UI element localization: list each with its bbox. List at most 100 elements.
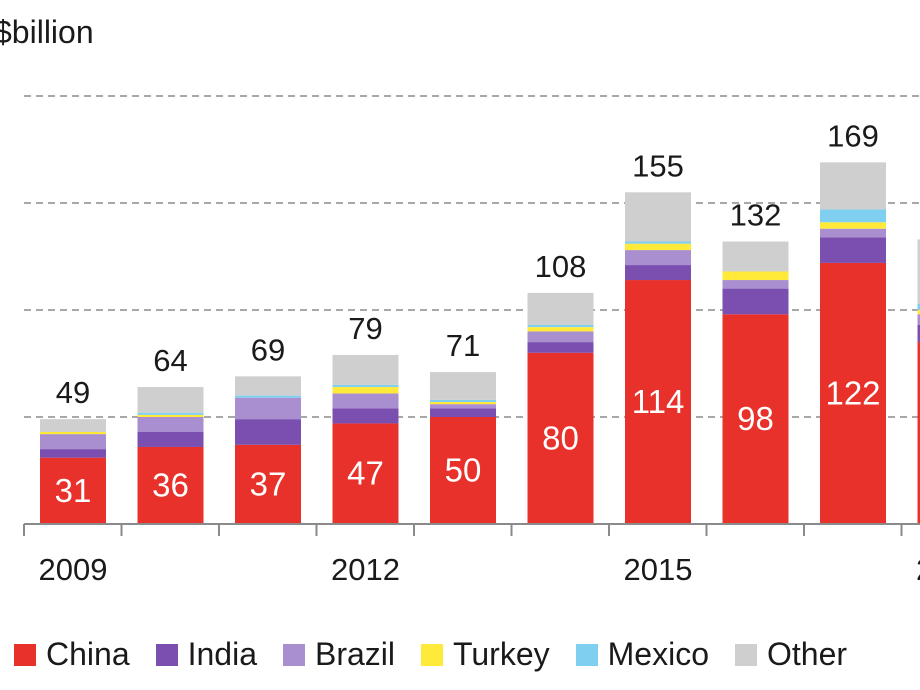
legend-item-other: Other [734, 636, 848, 673]
bar-mexico-2013 [430, 399, 496, 403]
bar-other-2018 [917, 239, 920, 304]
bar-india-2015 [625, 265, 691, 281]
y-axis-unit-label: $billion [0, 14, 94, 50]
bar-other-2010 [137, 387, 204, 413]
bar-other-2011 [235, 376, 301, 396]
total-label-2010: 64 [153, 343, 187, 378]
bar-india-2017 [820, 237, 886, 263]
total-label-2014: 108 [535, 249, 587, 284]
bar-mexico-2018 [917, 303, 920, 310]
china-value-label-2017: 122 [825, 374, 880, 411]
legend: China India Brazil Turkey Mexico Other [14, 636, 873, 673]
legend-label-brazil: Brazil [315, 636, 396, 672]
china-value-label-2011: 37 [250, 465, 287, 502]
bar-turkey-2018 [917, 310, 920, 315]
china-value-label-2015: 114 [632, 383, 685, 420]
legend-label-china: China [46, 636, 130, 672]
bar-india-2011 [235, 419, 301, 445]
bar-china-2016 [722, 314, 789, 524]
legend-swatch-other [734, 643, 757, 666]
bar-india-2016 [722, 288, 789, 315]
bar-turkey-2009 [40, 431, 106, 435]
legend-item-china: China [14, 636, 130, 673]
bar-turkey-2015 [625, 243, 691, 251]
bar-china-2014 [527, 352, 594, 524]
china-value-label-2013: 50 [445, 452, 482, 489]
bar-turkey-2014 [527, 327, 594, 332]
total-label-2017: 169 [827, 118, 879, 153]
bar-brazil-2014 [527, 331, 594, 343]
x-tick-label-2012: 2012 [331, 552, 400, 587]
legend-label-mexico: Mexico [607, 636, 709, 672]
bar-india-2012 [332, 408, 399, 424]
bar-india-2010 [137, 431, 204, 447]
bar-brazil-2012 [332, 393, 399, 409]
bar-china-2011 [235, 444, 301, 524]
bar-china-2013 [430, 417, 496, 524]
total-label-2011: 69 [251, 332, 285, 367]
bar-mexico-2010 [137, 412, 204, 415]
x-tick-label-2015: 2015 [624, 552, 693, 587]
bar-brazil-2016 [722, 280, 789, 289]
bar-india-2018 [917, 324, 920, 343]
china-value-label-2009: 31 [55, 472, 92, 509]
bar-turkey-2013 [430, 402, 496, 405]
legend-swatch-brazil [283, 643, 305, 666]
bar-brazil-2010 [137, 417, 204, 432]
legend-swatch-mexico [575, 643, 598, 666]
bar-india-2009 [40, 449, 106, 458]
bar-india-2013 [430, 408, 496, 417]
total-label-2012: 79 [348, 311, 382, 346]
bar-china-2015 [625, 280, 691, 524]
bar-mexico-2011 [235, 395, 301, 398]
legend-item-mexico: Mexico [575, 636, 709, 673]
bar-other-2014 [527, 292, 594, 325]
bar-india-2014 [527, 342, 594, 353]
total-label-2016: 132 [730, 198, 782, 233]
china-value-label-2014: 80 [542, 419, 579, 456]
bar-brazil-2018 [917, 314, 920, 325]
china-value-label-2010: 36 [152, 466, 189, 503]
bar-mexico-2017 [820, 209, 886, 223]
bar-mexico-2014 [527, 324, 594, 328]
china-value-label-2016: 98 [737, 400, 774, 437]
bar-other-2015 [625, 192, 691, 242]
bar-brazil-2017 [820, 228, 886, 238]
bar-turkey-2017 [820, 222, 886, 229]
bar-other-2012 [332, 354, 399, 385]
bar-other-2016 [722, 241, 789, 272]
bar-mexico-2012 [332, 384, 399, 388]
legend-swatch-turkey [421, 643, 444, 666]
bar-china-2017 [820, 262, 886, 524]
bar-turkey-2012 [332, 387, 399, 394]
bar-turkey-2016 [722, 271, 789, 281]
bar-china-2012 [332, 423, 399, 524]
bar-china-2018 [917, 342, 920, 524]
bar-turkey-2010 [137, 414, 204, 417]
bar-brazil-2013 [430, 404, 496, 409]
legend-item-india: India [155, 636, 257, 673]
legend-label-turkey: Turkey [453, 636, 550, 672]
legend-swatch-india [155, 643, 178, 666]
bar-mexico-2015 [625, 241, 691, 244]
legend-swatch-china [14, 643, 36, 666]
bar-china-2010 [137, 446, 204, 524]
legend-label-india: India [187, 636, 257, 672]
total-label-2013: 71 [446, 328, 480, 363]
legend-item-turkey: Turkey [421, 636, 550, 673]
bar-other-2009 [40, 419, 106, 432]
bar-china-2009 [40, 457, 106, 524]
bar-brazil-2009 [40, 434, 106, 450]
total-label-2015: 155 [632, 148, 684, 183]
bar-other-2017 [820, 162, 886, 210]
bar-other-2013 [430, 372, 496, 400]
china-value-label-2012: 47 [347, 455, 384, 492]
x-tick-label-2009: 2009 [39, 552, 108, 587]
x-tick-label-2018: 2018 [916, 552, 920, 587]
legend-label-other: Other [766, 636, 848, 672]
total-label-2009: 49 [56, 375, 90, 410]
bar-brazil-2015 [625, 250, 691, 266]
bar-brazil-2011 [235, 397, 301, 420]
legend-item-brazil: Brazil [283, 636, 395, 673]
